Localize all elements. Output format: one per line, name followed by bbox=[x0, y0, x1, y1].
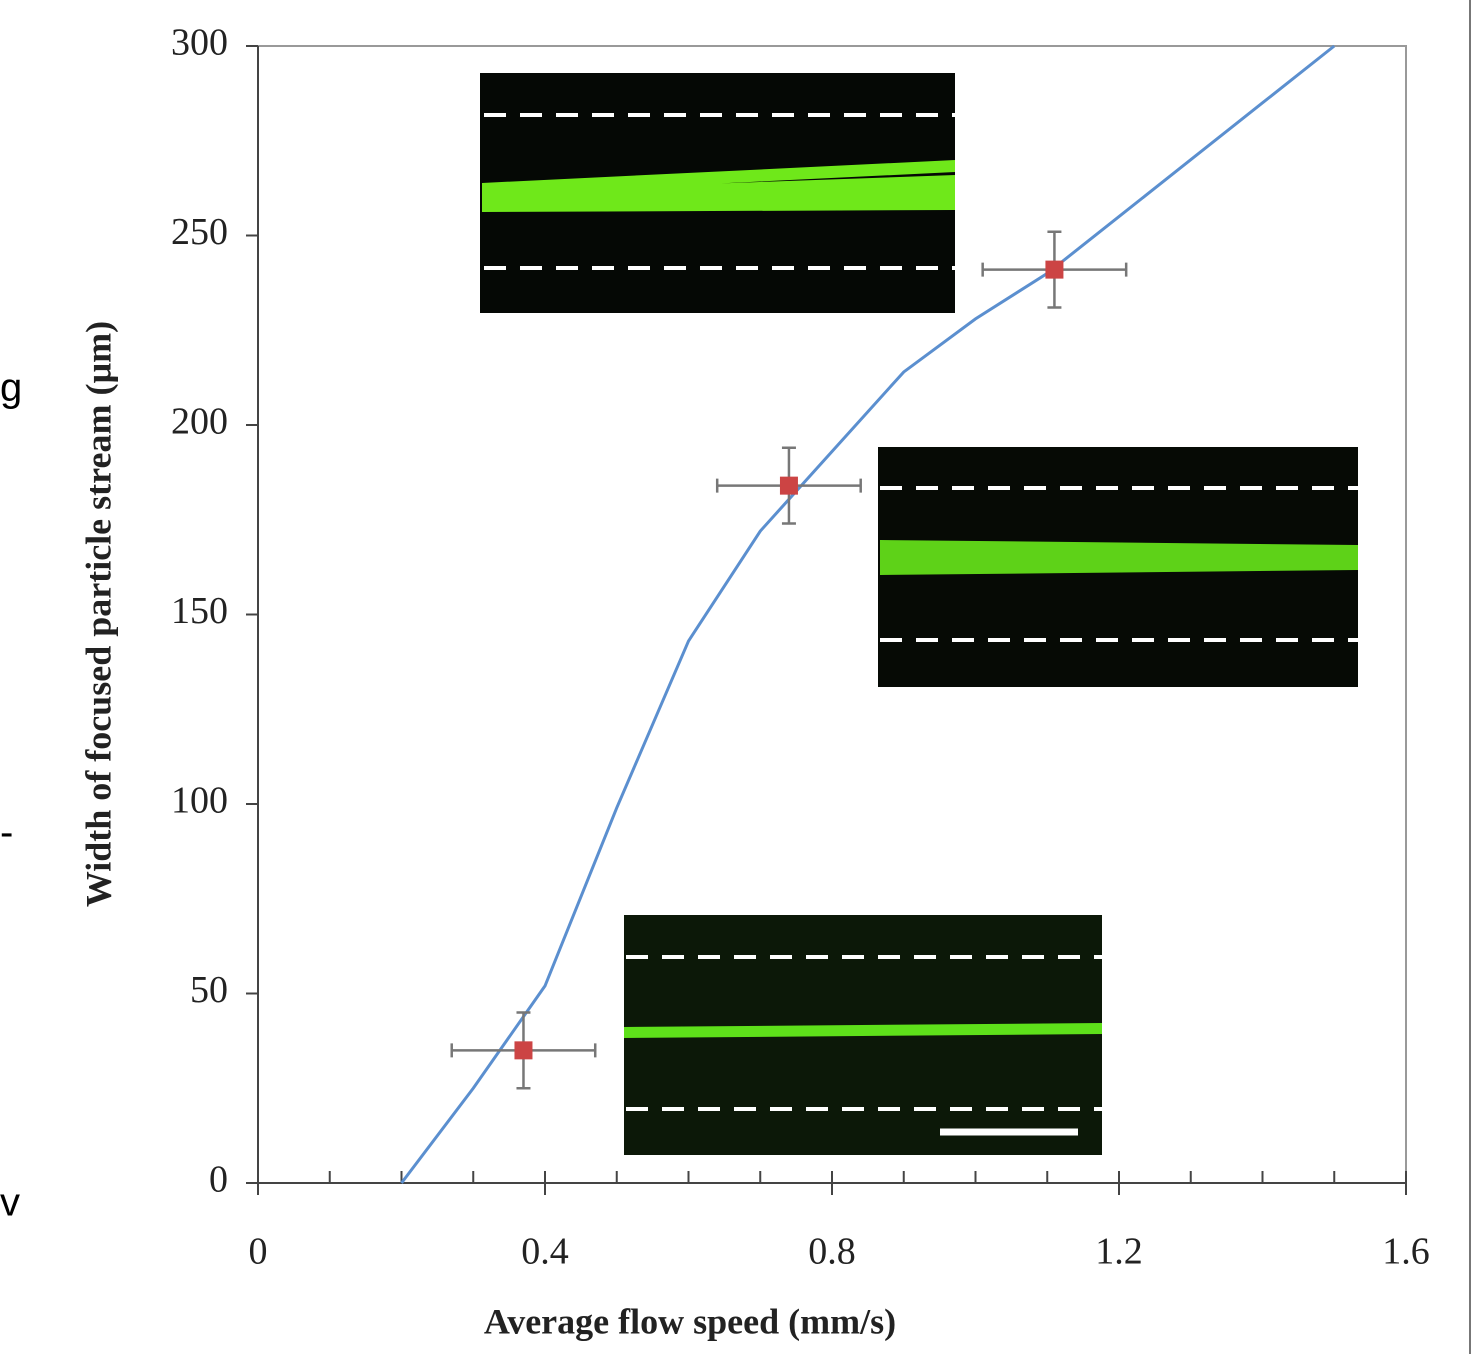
margin-text: g bbox=[0, 366, 22, 410]
fit-line bbox=[400, 44, 1336, 1184]
margin-text: - bbox=[0, 811, 13, 855]
y-tick-label: 300 bbox=[171, 22, 228, 64]
inset-images bbox=[480, 73, 1358, 1155]
y-tick-label: 100 bbox=[171, 780, 228, 822]
y-tick-label: 50 bbox=[190, 969, 228, 1011]
data-point bbox=[514, 1041, 533, 1060]
data-point bbox=[1045, 260, 1064, 279]
y-tick-label: 0 bbox=[209, 1159, 228, 1201]
data-point bbox=[779, 476, 798, 495]
x-tick-label: 1.2 bbox=[1095, 1231, 1143, 1273]
y-tick-label: 200 bbox=[171, 401, 228, 443]
x-tick-label: 0.4 bbox=[521, 1231, 569, 1273]
y-axis-label: Width of focused particle stream (µm) bbox=[78, 321, 118, 907]
x-tick-label: 0 bbox=[249, 1231, 268, 1273]
x-tick-label: 1.6 bbox=[1382, 1231, 1430, 1273]
y-tick-label: 250 bbox=[171, 211, 228, 253]
x-axis-label: Average flow speed (mm/s) bbox=[484, 1301, 896, 1341]
y-tick-label: 150 bbox=[171, 590, 228, 632]
x-tick-label: 0.8 bbox=[808, 1231, 856, 1273]
margin-text: v bbox=[0, 1181, 20, 1225]
